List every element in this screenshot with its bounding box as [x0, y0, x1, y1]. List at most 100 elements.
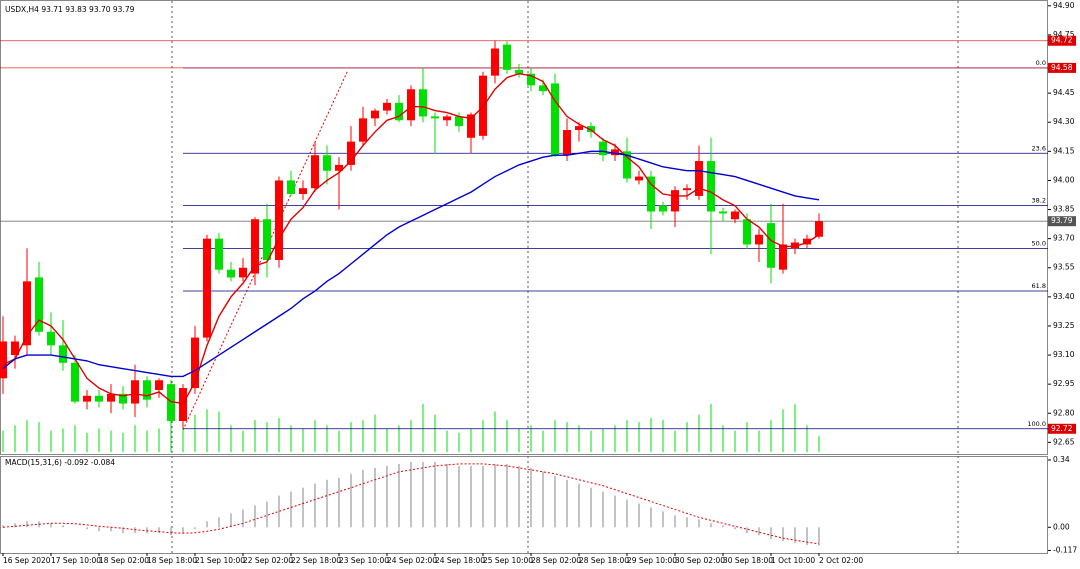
candle-body — [323, 155, 331, 171]
fib-label: 50.0 — [1032, 239, 1046, 247]
fib-label: 61.8 — [1032, 282, 1046, 290]
candle-body — [623, 151, 631, 179]
candle-body — [59, 345, 67, 363]
y-tick-label: 94.30 — [1053, 117, 1075, 126]
candle-body — [551, 83, 559, 156]
candle-body — [815, 221, 823, 237]
macd-y-tick-label: 0.00 — [1053, 522, 1070, 531]
candle-body — [503, 44, 511, 70]
x-tick-label: 25 Sep 10:00 — [483, 556, 533, 565]
candle-body — [11, 341, 19, 356]
candle-body — [791, 242, 799, 249]
candle-body — [95, 395, 103, 402]
x-tick-label: 17 Sep 10:00 — [51, 556, 101, 565]
candle-body — [467, 114, 475, 138]
candle-body — [527, 73, 535, 86]
candle-body — [371, 110, 379, 119]
macd-y-tick-label: -0.117 — [1053, 545, 1077, 554]
price-box-label: 92.72 — [1051, 424, 1073, 433]
candle-body — [695, 161, 703, 196]
x-tick-label: 2 Oct 02:00 — [819, 556, 863, 565]
fib-label: 38.2 — [1032, 197, 1046, 205]
candle-body — [611, 149, 619, 156]
y-tick-label: 94.00 — [1053, 175, 1075, 184]
x-tick-label: 21 Sep 10:00 — [195, 556, 245, 565]
y-tick-label: 93.70 — [1053, 234, 1075, 243]
candle-body — [707, 161, 715, 212]
macd-pane — [0, 456, 1048, 554]
y-tick-label: 94.75 — [1053, 30, 1075, 39]
x-tick-label: 1 Oct 10:00 — [771, 556, 815, 565]
x-tick-label: 28 Sep 02:00 — [531, 556, 581, 565]
candle-body — [0, 341, 7, 379]
candle-body — [383, 102, 391, 111]
candle-body — [659, 205, 667, 212]
moving-average — [2, 73, 820, 405]
candle-body — [443, 116, 451, 121]
candle-body — [251, 219, 259, 274]
price-box-label: 93.79 — [1051, 216, 1073, 225]
y-tick-label: 94.45 — [1053, 88, 1075, 97]
x-tick-label: 22 Sep 18:00 — [291, 556, 341, 565]
y-tick-label: 93.40 — [1053, 292, 1075, 301]
candle-body — [539, 85, 547, 92]
x-tick-label: 30 Sep 02:00 — [675, 556, 725, 565]
price-box — [1048, 35, 1076, 46]
candle-body — [407, 89, 415, 121]
macd-signal — [2, 463, 820, 545]
x-tick-label: 22 Sep 02:00 — [243, 556, 293, 565]
candle-body — [431, 116, 439, 119]
candle-body — [131, 380, 139, 404]
fib-label: 100.0 — [1027, 420, 1046, 428]
candle-body — [635, 176, 643, 181]
candle-body — [215, 238, 223, 270]
candle-body — [203, 238, 211, 338]
candle-body — [47, 331, 55, 346]
candle-body — [731, 211, 739, 220]
candle-body — [35, 277, 43, 332]
x-tick-label: 24 Sep 18:00 — [435, 556, 485, 565]
candle-body — [587, 126, 595, 132]
candle-body — [299, 188, 307, 195]
x-tick-label: 16 Sep 2020 — [3, 556, 51, 565]
candle-body — [275, 180, 283, 260]
price-box — [1048, 423, 1076, 434]
candle-body — [107, 393, 115, 402]
candle-body — [71, 362, 79, 402]
y-tick-label: 93.10 — [1053, 350, 1075, 359]
candle-body — [419, 89, 427, 117]
candle-body — [779, 244, 787, 270]
candle-body — [347, 141, 355, 165]
x-tick-label: 28 Sep 18:00 — [579, 556, 629, 565]
fib-label: 23.6 — [1032, 144, 1046, 152]
price-box — [1048, 216, 1076, 227]
candle-body — [263, 219, 271, 260]
y-tick-label: 92.80 — [1053, 408, 1075, 417]
macd-y-tick-label: 0.34 — [1053, 455, 1070, 464]
candle-body — [23, 281, 31, 346]
candle-body — [311, 155, 319, 189]
candle-body — [515, 69, 523, 74]
candle-body — [395, 102, 403, 121]
candle-body — [455, 116, 463, 127]
candle-body — [647, 176, 655, 212]
fib-label: 0.0 — [1036, 59, 1046, 67]
candle-body — [575, 126, 583, 130]
y-tick-label: 93.25 — [1053, 321, 1075, 330]
candle-body — [671, 190, 679, 212]
x-tick-label: 18 Sep 18:00 — [147, 556, 197, 565]
candle-body — [155, 380, 163, 390]
price-box — [1048, 62, 1076, 73]
x-tick-label: 23 Sep 10:00 — [339, 556, 389, 565]
price-box-label: 94.58 — [1051, 63, 1073, 72]
candle-body — [287, 180, 295, 195]
candle-body — [239, 267, 247, 278]
candle-body — [143, 380, 151, 400]
candle-body — [119, 393, 127, 404]
candle-body — [191, 337, 199, 389]
y-tick-label: 94.90 — [1053, 1, 1075, 10]
candle-body — [335, 164, 343, 171]
y-tick-label: 93.85 — [1053, 205, 1075, 214]
candle-body — [719, 211, 727, 214]
